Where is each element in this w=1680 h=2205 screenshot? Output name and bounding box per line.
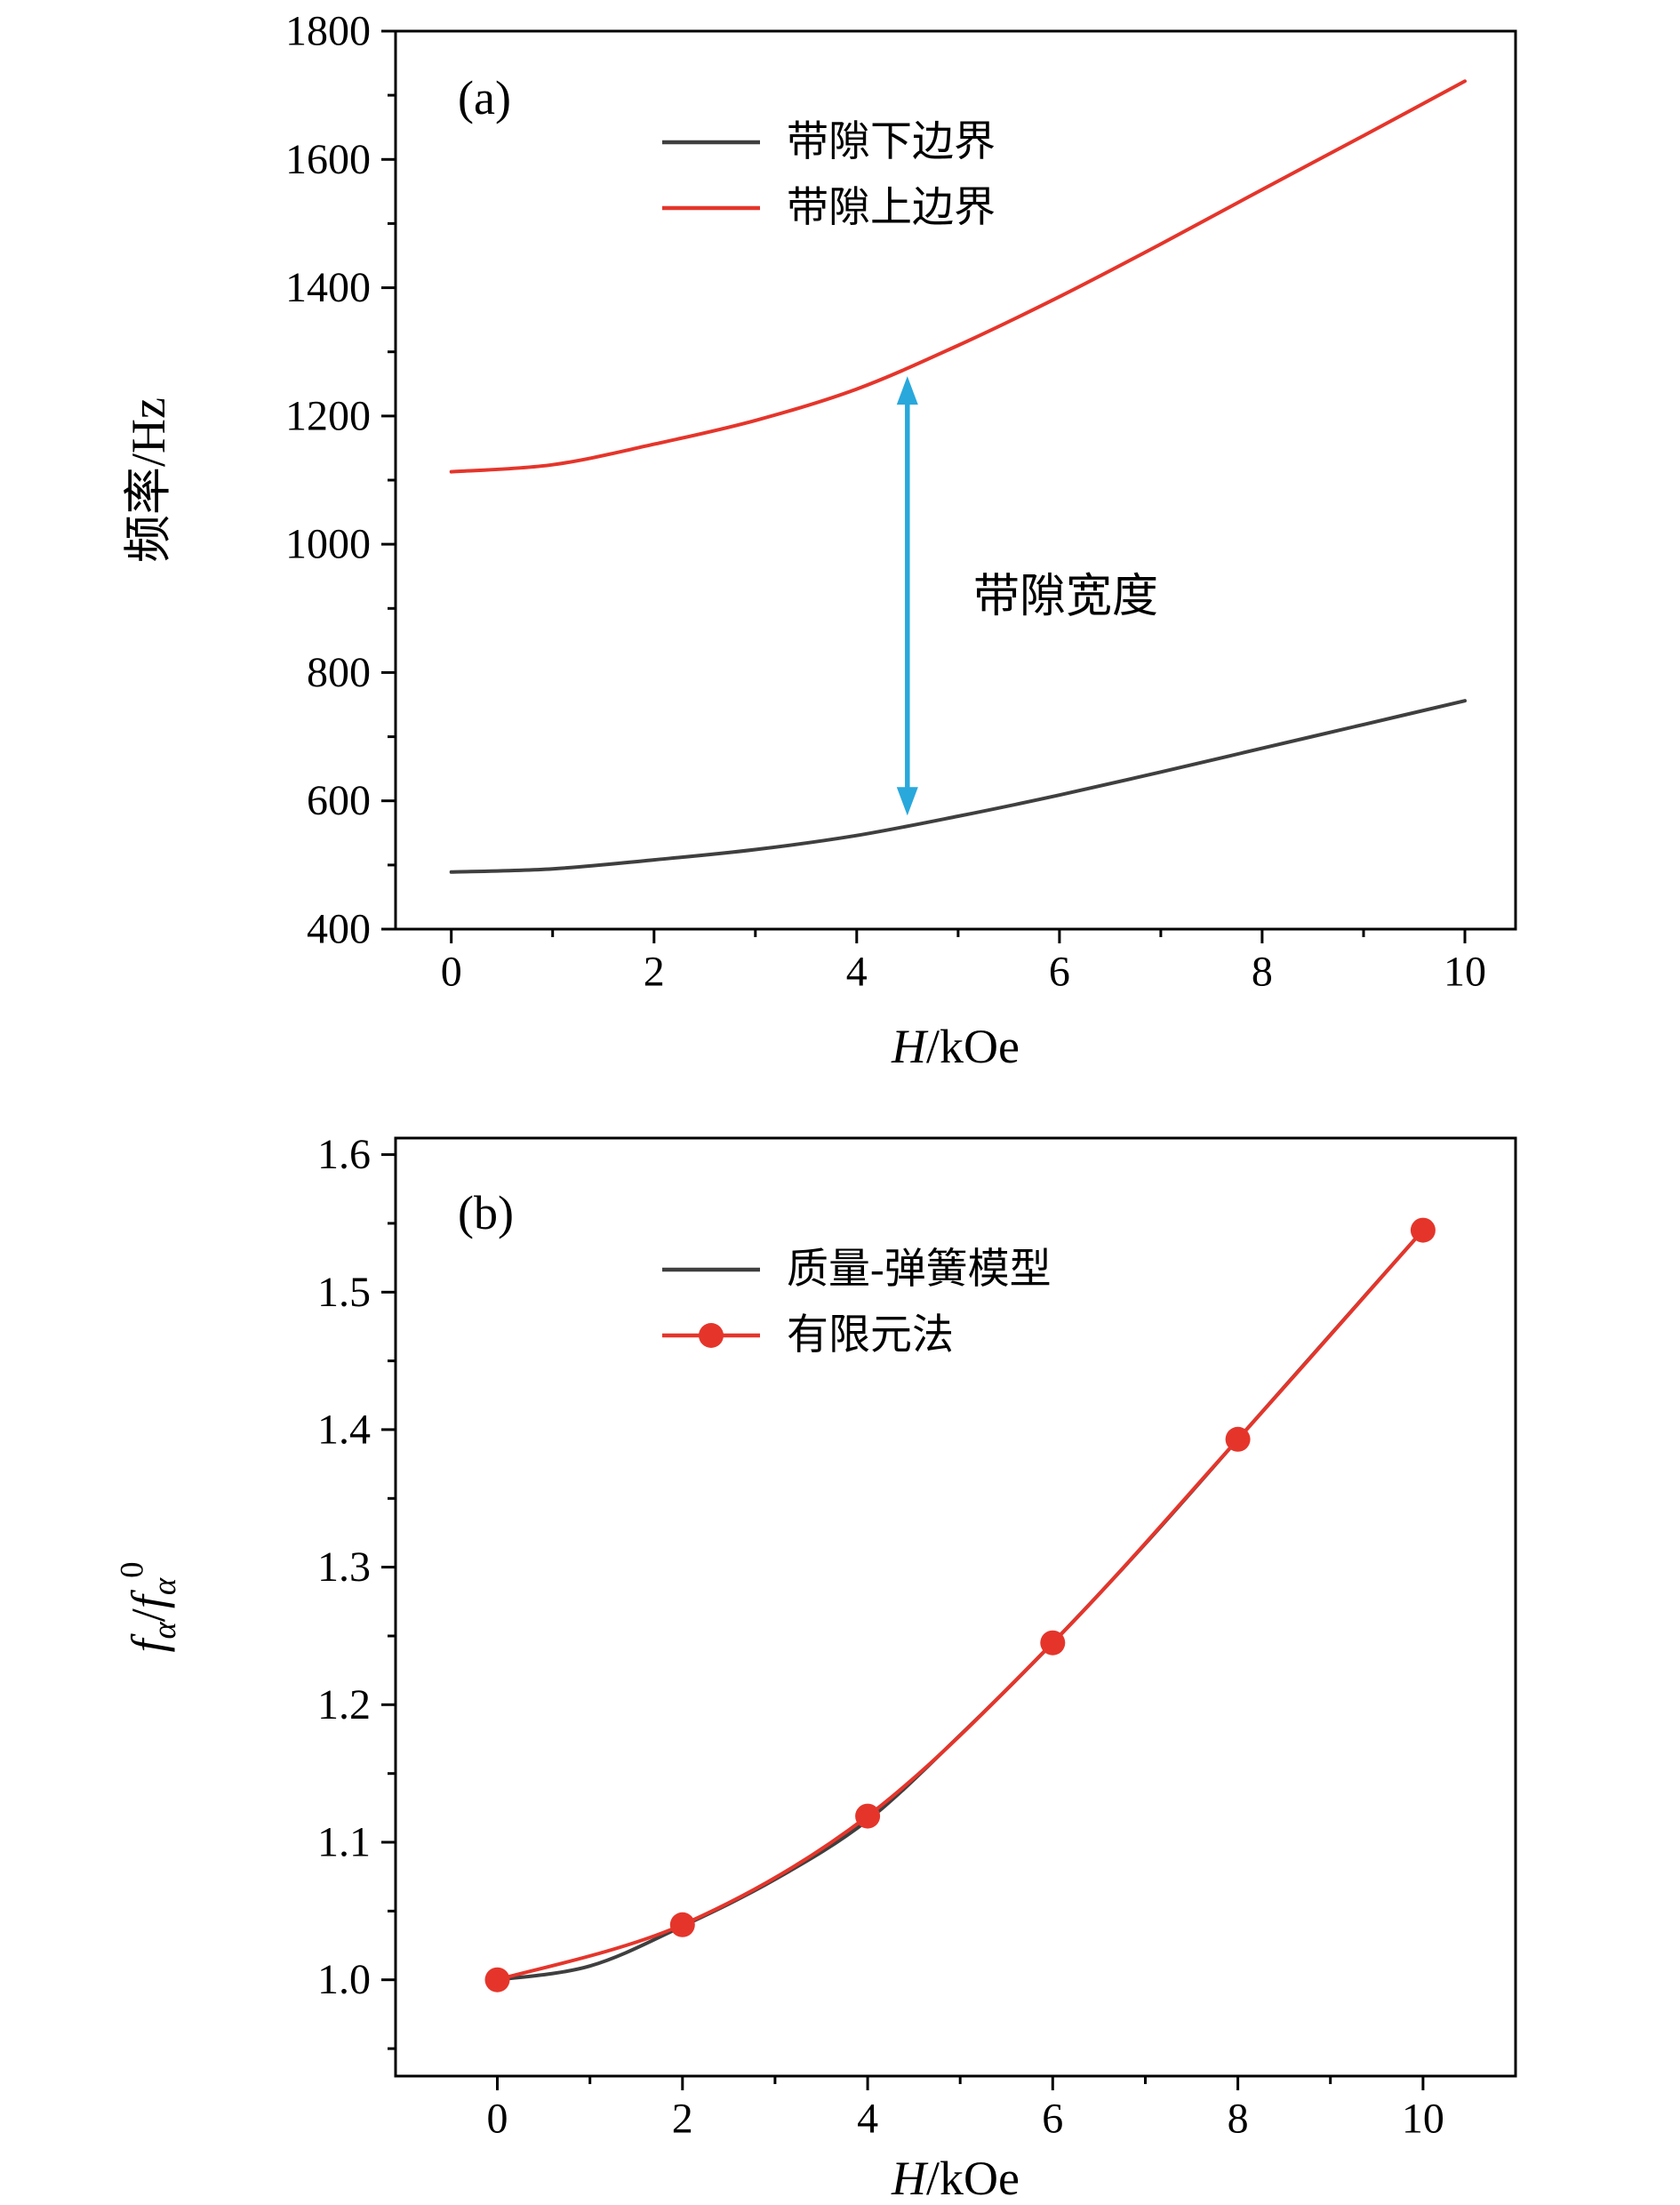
series-marker bbox=[1040, 1630, 1066, 1656]
y-tick-label: 1.3 bbox=[317, 1544, 371, 1591]
series-marker bbox=[669, 1912, 695, 1937]
y-tick-label: 1.6 bbox=[317, 1131, 371, 1178]
chart-panel-a: 0 2 4 6 8 10 400 600 800 1000 1200 1400 1600 1800 H/kO… bbox=[122, 8, 1517, 1073]
y-tick-label: 1200 bbox=[285, 392, 371, 439]
x-tick-label: 4 bbox=[846, 949, 868, 996]
series-marker bbox=[484, 1967, 510, 1993]
x-tick-label: 10 bbox=[1444, 949, 1486, 996]
series-line bbox=[495, 1228, 1425, 1982]
y-tick-label: 1.0 bbox=[317, 1956, 371, 2003]
series-line bbox=[449, 699, 1467, 874]
x-tick-label: 8 bbox=[1252, 949, 1273, 996]
x-axis-label: H/kOe bbox=[891, 1020, 1020, 1073]
x-tick-label: 2 bbox=[644, 949, 665, 996]
series-marker bbox=[1410, 1217, 1436, 1243]
y-tick-label: 600 bbox=[307, 777, 371, 824]
arrowhead-down-icon bbox=[896, 787, 918, 816]
panel-label: (a) bbox=[458, 71, 511, 124]
legend-sample-marker bbox=[699, 1323, 724, 1348]
legend-label: 有限元法 bbox=[787, 1312, 954, 1359]
series-line bbox=[449, 79, 1467, 474]
plot-frame bbox=[394, 1136, 1517, 2078]
y-tick-label: 1000 bbox=[285, 521, 371, 568]
y-tick-label: 800 bbox=[307, 649, 371, 696]
x-tick-label: 0 bbox=[441, 949, 462, 996]
series-marker bbox=[1225, 1426, 1251, 1452]
y-tick-label: 1.1 bbox=[317, 1819, 371, 1866]
x-tick-label: 10 bbox=[1402, 2096, 1444, 2143]
legend-label: 带隙下边界 bbox=[787, 119, 996, 165]
series-line bbox=[495, 1228, 1425, 1982]
chart-panel-b: 0 2 4 6 8 10 1.0 1.1 1.2 1.3 1.4 1.5 1.6 H/kOe fα/fα0 (… bbox=[114, 1131, 1517, 2205]
series-marker bbox=[855, 1803, 881, 1829]
x-tick-label: 8 bbox=[1228, 2096, 1249, 2143]
y-tick-label: 1600 bbox=[285, 136, 371, 183]
x-tick-label: 0 bbox=[487, 2096, 508, 2143]
x-axis-label: H/kOe bbox=[891, 2152, 1020, 2205]
legend-label: 带隙上边界 bbox=[787, 185, 996, 231]
y-tick-label: 1.2 bbox=[317, 1681, 371, 1728]
y-axis-label: fα/fα0 bbox=[114, 1562, 182, 1653]
plot-frame bbox=[394, 29, 1517, 931]
annotation-label: 带隙宽度 bbox=[973, 572, 1158, 622]
x-tick-label: 2 bbox=[672, 2096, 693, 2143]
x-tick-label: 6 bbox=[1042, 2096, 1063, 2143]
x-tick-label: 4 bbox=[857, 2096, 878, 2143]
y-tick-label: 1400 bbox=[285, 264, 371, 311]
arrowhead-up-icon bbox=[896, 376, 918, 405]
y-tick-label: 1800 bbox=[285, 8, 371, 55]
y-tick-label: 400 bbox=[307, 906, 371, 953]
panel-label: (b) bbox=[458, 1186, 514, 1239]
legend-label: 质量-弹簧模型 bbox=[787, 1247, 1052, 1293]
y-tick-label: 1.4 bbox=[317, 1406, 371, 1453]
y-tick-label: 1.5 bbox=[317, 1269, 371, 1316]
y-axis-label: 频率/Hz bbox=[122, 397, 175, 563]
x-tick-label: 6 bbox=[1049, 949, 1070, 996]
